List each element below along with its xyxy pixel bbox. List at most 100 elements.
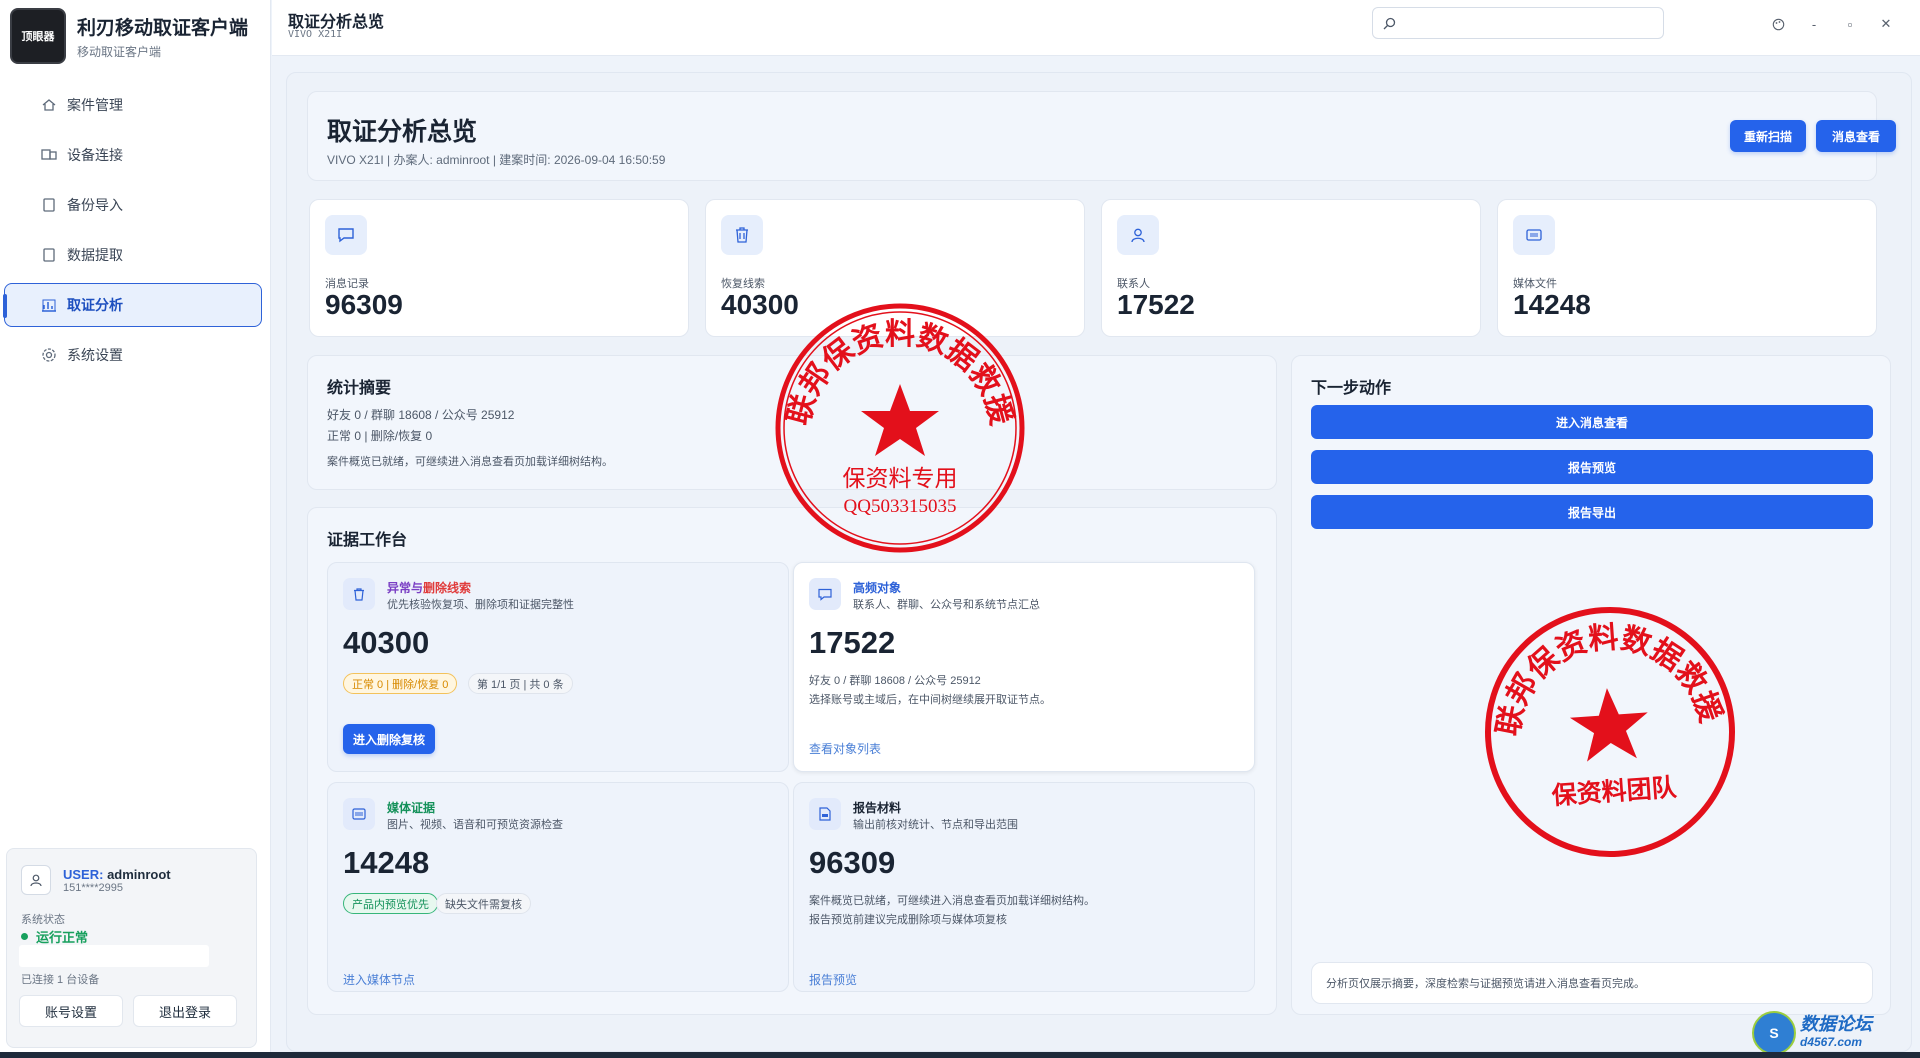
stat-label: 消息记录 — [325, 278, 369, 290]
report-preview-button[interactable]: 报告预览 — [1311, 450, 1873, 484]
gear-icon — [41, 347, 57, 363]
system-status-label: 系统状态 — [21, 914, 65, 926]
next-actions-panel: 下一步动作 进入消息查看 报告预览 报告导出 分析页仅展示摘要，深度检索与证据预… — [1291, 355, 1891, 1015]
logo-text: 顶眼器 — [21, 31, 55, 43]
page-badge: 第 1/1 页 | 共 0 条 — [468, 673, 573, 694]
main-content: 取证分析总览 VIVO X21I | 办案人: adminroot | 建案时间… — [286, 72, 1912, 1052]
summary-line: 正常 0 | 删除/恢复 0 — [327, 429, 433, 443]
stat-label: 恢复线索 — [721, 278, 765, 290]
card-title-part: 异常与 — [387, 581, 424, 595]
search-input[interactable] — [1402, 15, 1652, 31]
watermark-badge: S — [1752, 1011, 1796, 1055]
card-title: 报告材料 — [853, 801, 902, 815]
system-status-value: 运行正常 — [36, 930, 89, 945]
summary-title: 统计摘要 — [327, 380, 392, 397]
avatar — [21, 865, 51, 895]
file-icon — [41, 247, 57, 263]
view-messages-button[interactable]: 消息查看 — [1816, 120, 1896, 152]
user-label: USER: — [63, 866, 104, 882]
user-name-value: adminroot — [107, 866, 171, 882]
app-title: 利刃移动取证客户端 — [77, 17, 249, 39]
watermark-top: 数据论坛 — [1800, 1014, 1872, 1034]
summary-panel: 统计摘要 好友 0 / 群聊 18608 / 公众号 25912 正常 0 | … — [307, 355, 1277, 490]
card-frequent-objects: 高频对象 联系人、群聊、公众号和系统节点汇总 17522 好友 0 / 群聊 1… — [793, 562, 1255, 772]
titlebar: 取证分析总览 VIVO X21I - ▫ ✕ — [272, 0, 1920, 56]
user-icon — [1117, 215, 1159, 255]
account-settings-button[interactable]: 账号设置 — [19, 995, 123, 1027]
stat-value: 96309 — [325, 289, 403, 320]
system-status: 运行正常 — [21, 927, 88, 946]
status-field — [19, 945, 209, 967]
card-value: 17522 — [809, 625, 896, 660]
sidebar-item-system-settings[interactable]: 系统设置 — [4, 333, 262, 377]
taskbar — [0, 1052, 1920, 1058]
enter-media-link[interactable]: 进入媒体节点 — [343, 973, 416, 987]
stat-card-messages: 消息记录 96309 — [309, 199, 689, 337]
card-line: 报告预览前建议完成删除项与媒体项复核 — [809, 914, 1007, 926]
card-report-materials: 报告材料 输出前核对统计、节点和导出范围 96309 案件概览已就绪，可继续进入… — [793, 782, 1255, 992]
preview-badge: 产品内预览优先 — [343, 893, 438, 914]
user-panel: USER: adminroot 151****2995 系统状态 运行正常 已连… — [6, 848, 257, 1048]
sidebar-item-label: 系统设置 — [67, 347, 123, 363]
stat-label: 联系人 — [1117, 278, 1150, 290]
maximize-icon[interactable]: ▫ — [1847, 16, 1853, 32]
sidebar-item-forensic-analysis[interactable]: 取证分析 — [3, 283, 262, 327]
minimize-icon[interactable]: - — [1811, 16, 1817, 32]
chart-icon — [41, 297, 57, 313]
enter-delete-review-button[interactable]: 进入删除复核 — [343, 724, 435, 754]
watermark-text: 数据论坛 d4567.com — [1800, 1015, 1872, 1051]
status-badge: 正常 0 | 删除/恢复 0 — [343, 673, 458, 694]
home-icon — [41, 97, 57, 113]
summary-line: 好友 0 / 群聊 18608 / 公众号 25912 — [327, 408, 515, 422]
palette-icon[interactable] — [1768, 14, 1788, 34]
missing-badge: 缺失文件需复核 — [436, 893, 531, 914]
brand: 顶眼器 利刃移动取证客户端 移动取证客户端 — [10, 8, 248, 64]
report-export-button[interactable]: 报告导出 — [1311, 495, 1873, 529]
sidebar-item-backup-import[interactable]: 备份导入 — [4, 183, 262, 227]
connected-devices: 已连接 1 台设备 — [21, 974, 100, 986]
sidebar-item-case-management[interactable]: 案件管理 — [4, 83, 262, 127]
status-dot-icon — [21, 933, 28, 940]
sidebar-item-label: 取证分析 — [67, 297, 123, 313]
sidebar-item-label: 案件管理 — [67, 97, 123, 113]
summary-note: 案件概览已就绪，可继续进入消息查看页加载详细树结构。 — [327, 456, 613, 468]
file-icon — [41, 197, 57, 213]
sidebar-item-data-extract[interactable]: 数据提取 — [4, 233, 262, 277]
sidebar-item-label: 备份导入 — [67, 197, 123, 213]
forum-watermark: S 数据论坛 d4567.com — [1752, 1010, 1912, 1056]
card-media-evidence: 媒体证据 图片、视频、语音和可预览资源检查 14248 产品内预览优先 缺失文件… — [327, 782, 789, 992]
card-value: 96309 — [809, 845, 896, 880]
card-line: 好友 0 / 群聊 18608 / 公众号 25912 — [809, 675, 981, 687]
stat-value: 40300 — [721, 289, 799, 320]
card-title: 异常与删除线索 — [387, 579, 471, 596]
card-desc: 优先核验恢复项、删除项和证据完整性 — [387, 599, 574, 611]
search-box[interactable] — [1372, 7, 1664, 39]
close-icon[interactable]: ✕ — [1880, 16, 1892, 31]
case-meta: VIVO X21I | 办案人: adminroot | 建案时间: 2026-… — [327, 153, 666, 167]
app-logo: 顶眼器 — [10, 8, 66, 64]
card-title-part: 删除线索 — [423, 581, 472, 595]
enter-messages-button[interactable]: 进入消息查看 — [1311, 405, 1873, 439]
watermark-bottom: d4567.com — [1800, 1035, 1863, 1049]
card-line: 选择账号或主域后，在中间树继续展开取证节点。 — [809, 694, 1051, 706]
card-line: 案件概览已就绪，可继续进入消息查看页加载详细树结构。 — [809, 895, 1095, 907]
logout-button[interactable]: 退出登录 — [133, 995, 237, 1027]
view-objects-link[interactable]: 查看对象列表 — [809, 742, 882, 756]
stat-value: 14248 — [1513, 289, 1591, 320]
next-actions-title: 下一步动作 — [1311, 380, 1392, 397]
evidence-workbench: 证据工作台 异常与删除线索 优先核验恢复项、删除项和证据完整性 40300 正常… — [307, 507, 1277, 1015]
card-desc: 图片、视频、语音和可预览资源检查 — [387, 819, 563, 831]
report-preview-link[interactable]: 报告预览 — [809, 973, 858, 987]
card-anomaly-deleted: 异常与删除线索 优先核验恢复项、删除项和证据完整性 40300 正常 0 | 删… — [327, 562, 789, 772]
card-desc: 联系人、群聊、公众号和系统节点汇总 — [853, 599, 1040, 611]
rescan-button[interactable]: 重新扫描 — [1730, 120, 1806, 152]
user-name: USER: adminroot — [63, 867, 171, 882]
sidebar-item-label: 设备连接 — [67, 147, 123, 163]
window-title: 取证分析总览 — [288, 14, 385, 31]
device-name: VIVO X21I — [288, 29, 343, 40]
sidebar-item-device-connect[interactable]: 设备连接 — [4, 133, 262, 177]
card-value: 14248 — [343, 845, 430, 880]
search-icon — [1383, 17, 1396, 29]
trash-icon — [343, 578, 375, 610]
card-desc: 输出前核对统计、节点和导出范围 — [853, 819, 1018, 831]
